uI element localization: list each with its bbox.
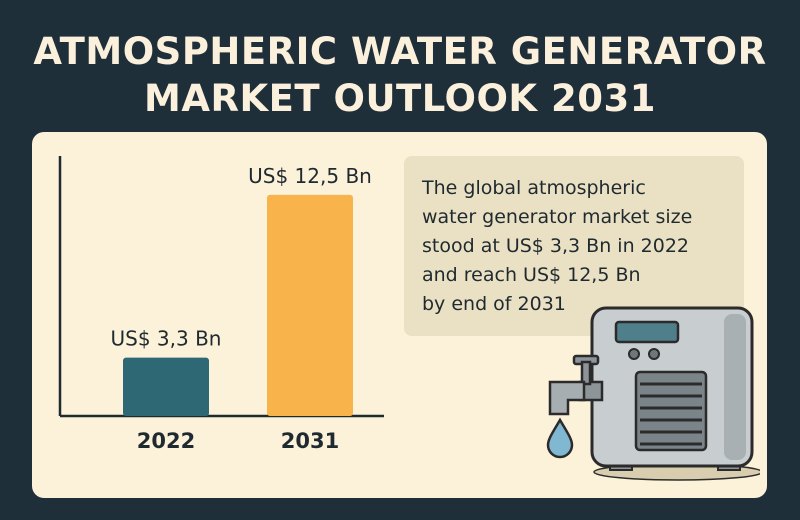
page-title: ATMOSPHERIC WATER GENERATOR MARKET OUTLO… bbox=[0, 28, 800, 122]
summary-line-5: by end of 2031 bbox=[422, 293, 566, 315]
title-line-2: MARKET OUTLOOK 2031 bbox=[144, 77, 656, 120]
content-panel: US$ 3,3 Bn 2022 US$ 12,5 Bn 2031 The global… bbox=[32, 132, 767, 498]
title-line-1: ATMOSPHERIC WATER GENERATOR bbox=[33, 30, 767, 73]
data-label-2031: US$ 12,5 Bn bbox=[248, 164, 372, 188]
summary-line-2: water generator market size bbox=[422, 206, 693, 228]
water-drop-icon bbox=[546, 417, 574, 459]
bar-chart: US$ 3,3 Bn 2022 US$ 12,5 Bn 2031 bbox=[58, 156, 384, 453]
atmospheric-water-generator-icon bbox=[546, 306, 760, 481]
water-tap-icon bbox=[548, 354, 604, 416]
bar-2031 bbox=[267, 194, 353, 416]
x-tick-2031: 2031 bbox=[281, 429, 339, 453]
summary-line-4: and reach US$ 12,5 Bn bbox=[422, 264, 641, 286]
summary-line-1: The global atmospheric bbox=[422, 177, 646, 199]
data-label-2022: US$ 3,3 Bn bbox=[111, 327, 222, 351]
bar-2022 bbox=[123, 357, 209, 416]
summary-line-3: stood at US$ 3,3 Bn in 2022 bbox=[422, 235, 690, 257]
summary-text: The global atmospheric water generator m… bbox=[422, 174, 742, 319]
x-tick-2022: 2022 bbox=[137, 429, 195, 453]
summary-callout: The global atmospheric water generator m… bbox=[404, 156, 744, 336]
